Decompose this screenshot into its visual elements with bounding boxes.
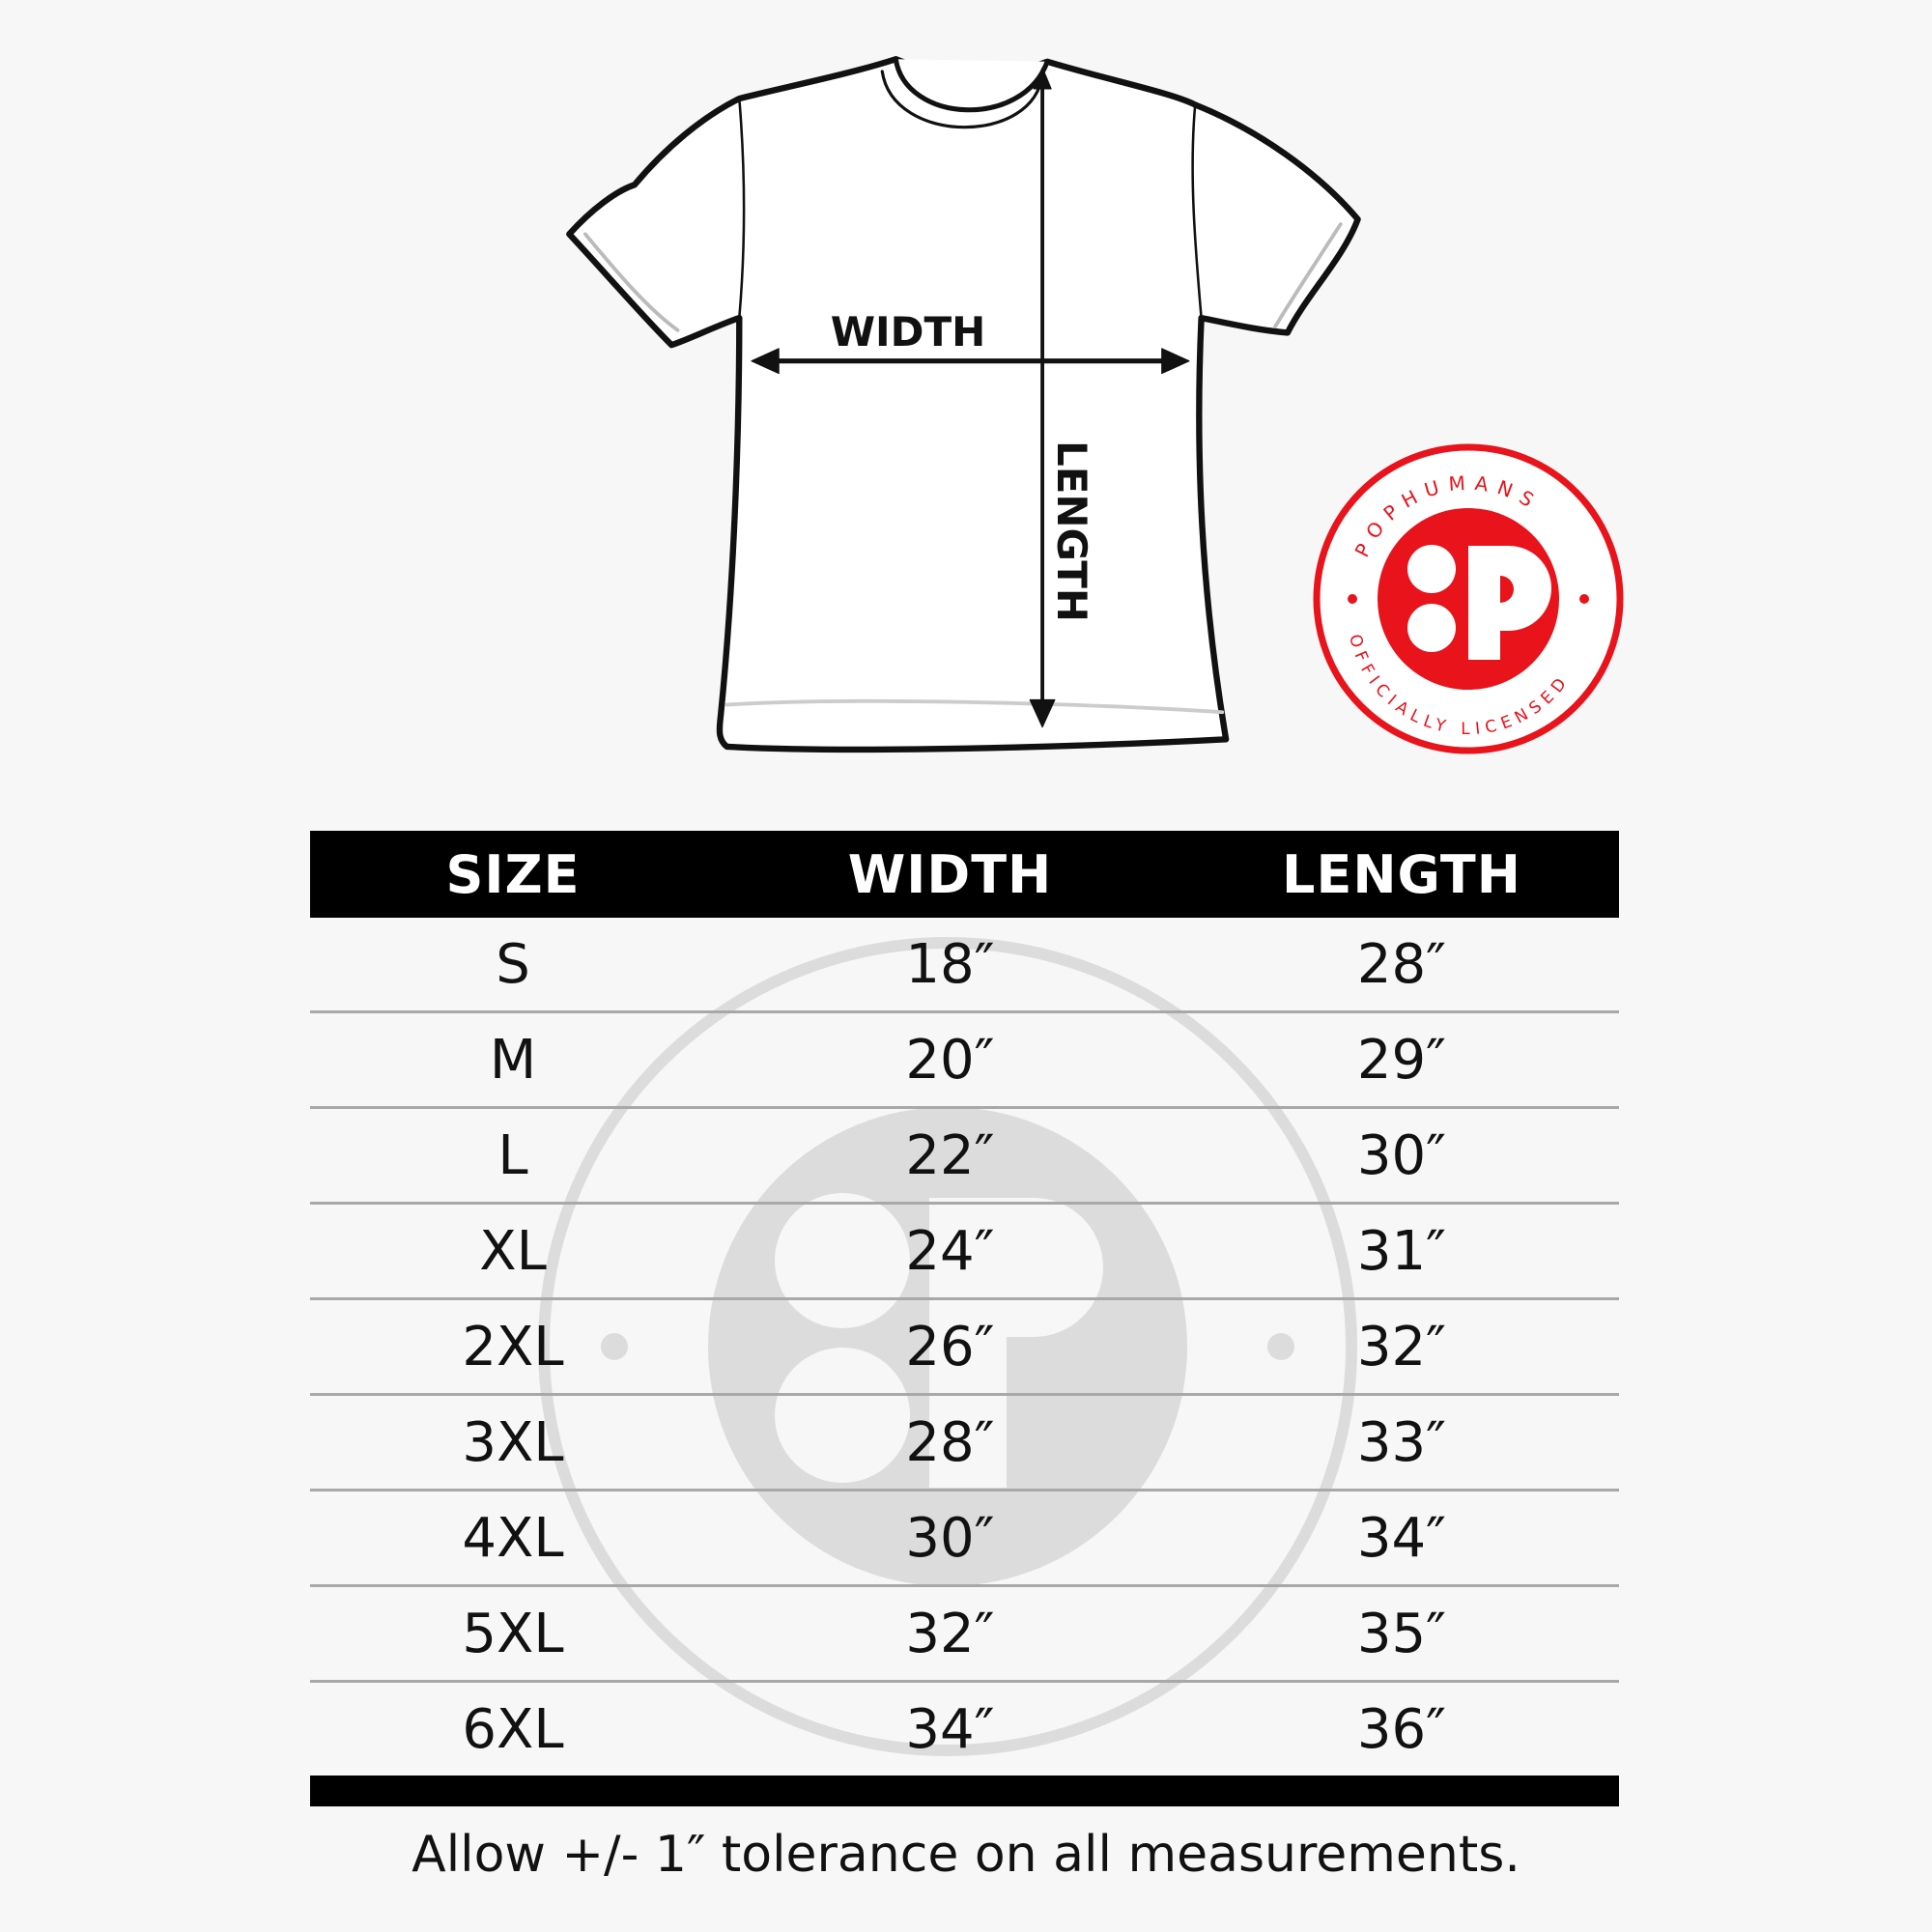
size-cell: S [496,932,530,996]
size-cell: L [497,1123,528,1187]
length-label: LENGTH [1048,440,1095,622]
length-cell: 34″ [1356,1506,1447,1570]
width-cell: 32″ [905,1602,995,1665]
width-label: WIDTH [831,308,986,355]
header-width: WIDTH [847,843,1053,905]
tshirt-diagram: WIDTH LENGTH [566,56,1361,753]
size-cell: 3XL [462,1410,564,1474]
width-cell: 30″ [905,1506,995,1570]
table-row: 5XL 32″ 35″ [310,1587,1619,1683]
length-cell: 35″ [1356,1602,1447,1665]
size-cell: 6XL [462,1697,564,1761]
table-row: 4XL 30″ 34″ [310,1492,1619,1587]
table-bottom-bar [310,1776,1619,1806]
table-row: XL 24″ 31″ [310,1205,1619,1300]
table-row: 3XL 28″ 33″ [310,1396,1619,1492]
width-cell: 22″ [905,1123,995,1187]
table-row: L 22″ 30″ [310,1109,1619,1205]
header-length: LENGTH [1282,843,1521,905]
width-cell: 20″ [905,1028,995,1092]
width-cell: 24″ [905,1219,995,1283]
length-cell: 28″ [1356,932,1447,996]
table-header: SIZE WIDTH LENGTH [310,831,1619,918]
length-cell: 32″ [1356,1315,1447,1378]
table-row: 2XL 26″ 32″ [310,1300,1619,1396]
width-cell: 18″ [905,932,995,996]
width-cell: 26″ [905,1315,995,1378]
table-row: M 20″ 29″ [310,1013,1619,1109]
size-cell: M [489,1028,537,1092]
length-cell: 31″ [1356,1219,1447,1283]
size-cell: 2XL [462,1315,564,1378]
pophumans-logo: POPHUMANS OFFICIALLY LICENSED [1313,443,1624,754]
size-cell: 4XL [462,1506,564,1570]
length-cell: 36″ [1356,1697,1447,1761]
length-cell: 30″ [1356,1123,1447,1187]
tshirt-outline [566,56,1361,753]
width-cell: 28″ [905,1410,995,1474]
header-size: SIZE [445,843,581,905]
size-cell: XL [479,1219,547,1283]
size-cell: 5XL [462,1602,564,1665]
length-cell: 29″ [1356,1028,1447,1092]
table-row: 6XL 34″ 36″ [310,1683,1619,1776]
length-cell: 33″ [1356,1410,1447,1474]
width-cell: 34″ [905,1697,995,1761]
tolerance-note: Allow +/- 1″ tolerance on all measuremen… [412,1826,1520,1884]
size-chart-table: SIZE WIDTH LENGTH S 18″ 28″ M 20″ 29″ L 22″ 30… [310,831,1619,1806]
table-row: S 18″ 28″ [310,918,1619,1013]
